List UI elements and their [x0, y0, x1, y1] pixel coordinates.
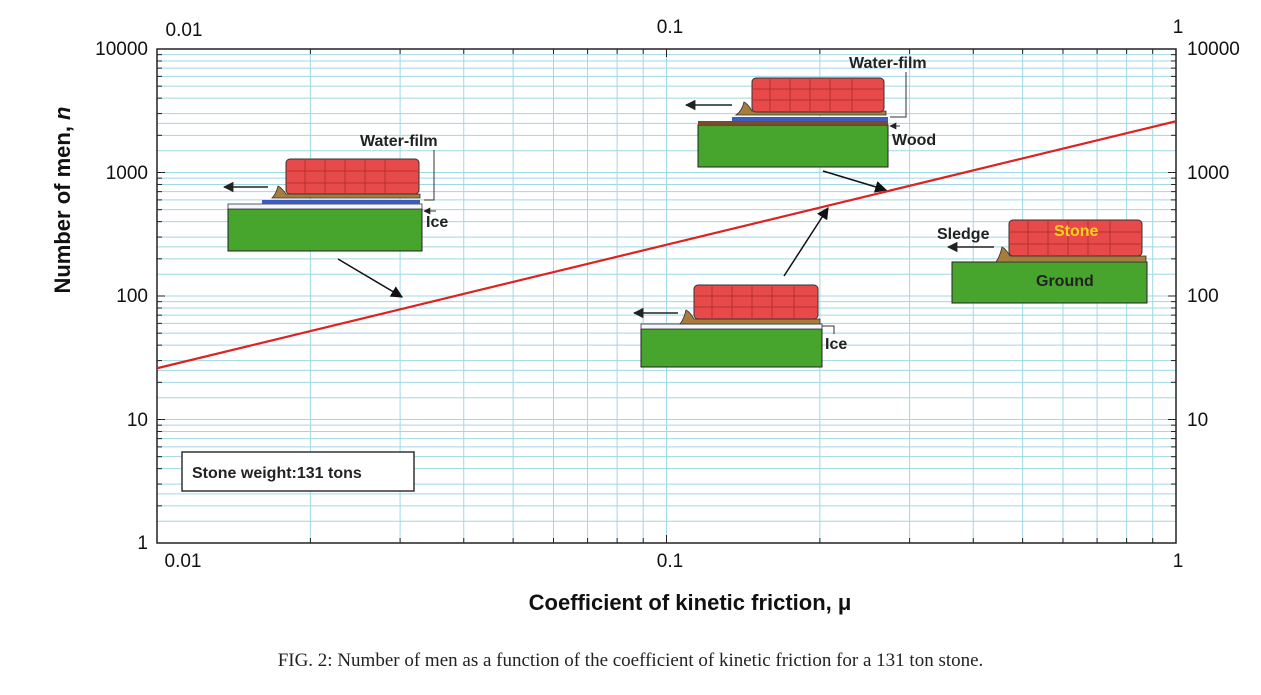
water-film-label: Water-film: [849, 55, 927, 72]
figure-caption: FIG. 2: Number of men as a function of t…: [277, 650, 984, 671]
illustration-ice-water-film: Water-film Ice: [222, 133, 448, 298]
ground-label: Ground: [1036, 273, 1094, 290]
sledge: [995, 246, 1147, 263]
ground-block: [697, 124, 889, 168]
wood-label: Wood: [892, 132, 936, 149]
stone-label: Stone: [1054, 223, 1099, 240]
ground-block: [227, 208, 423, 252]
y-right-tick-label: 1000: [1187, 163, 1229, 184]
stone-weight-box: Stone weight:131 tons: [181, 451, 415, 492]
y-axis-title: Number of men, n: [50, 106, 75, 293]
stone-block: [1008, 219, 1143, 257]
y-right-tick-label: 10000: [1187, 39, 1240, 60]
water-film-layer: [262, 200, 420, 204]
pointer-arrow: [822, 170, 888, 193]
wood-layer: [698, 121, 888, 125]
y-tick-label: 1000: [106, 163, 148, 184]
pointer-arrow: [783, 206, 829, 277]
ground-block: [951, 261, 1148, 304]
ice-label: Ice: [426, 214, 448, 231]
x-tick-label: 0.01: [165, 551, 202, 572]
x-axis-title: Coefficient of kinetic friction, μ: [529, 590, 852, 615]
illustration-wood-water-film: Water-film Wood: [684, 55, 936, 193]
ice-label: Ice: [825, 336, 847, 353]
sledge: [679, 309, 821, 325]
y-axis-title-text: Number of men,: [50, 120, 75, 294]
y-tick-label: 10000: [95, 39, 148, 60]
illustration-ice: Ice: [632, 206, 847, 368]
x-tick-label: 1: [1173, 551, 1184, 572]
stone-block: [751, 77, 885, 113]
y-tick-label: 10: [127, 410, 148, 431]
y-right-tick-label: 100: [1187, 286, 1219, 307]
y-axis-title-variable: n: [50, 106, 75, 119]
y-right-tick-label: 10: [1187, 410, 1208, 431]
friction-chart: 0.01 0.1 1 0.01 0.1 1 1 10 100 1000 1000…: [50, 17, 1240, 615]
series-line: [156, 120, 1177, 370]
stone-weight-label: Stone weight:131 tons: [192, 465, 362, 482]
ground-block: [640, 328, 823, 368]
x-top-tick-label: 0.01: [166, 20, 203, 41]
illustration-ground: Sledge Stone Ground: [937, 219, 1148, 304]
water-film-label: Water-film: [360, 133, 438, 150]
tick-marks: [156, 49, 1176, 544]
sledge-label: Sledge: [937, 226, 990, 243]
y-tick-label: 1: [137, 533, 148, 554]
sledge: [271, 185, 421, 199]
water-film-layer: [732, 117, 888, 121]
pointer-arrow: [337, 258, 404, 298]
x-top-tick-label: 1: [1173, 17, 1184, 38]
ice-layer: [640, 323, 823, 330]
x-top-tick-label: 0.1: [657, 17, 683, 38]
stone-block: [285, 158, 420, 195]
x-tick-label: 0.1: [657, 551, 683, 572]
stone-block: [693, 284, 819, 320]
y-tick-label: 100: [116, 286, 148, 307]
ice-layer: [227, 203, 423, 210]
